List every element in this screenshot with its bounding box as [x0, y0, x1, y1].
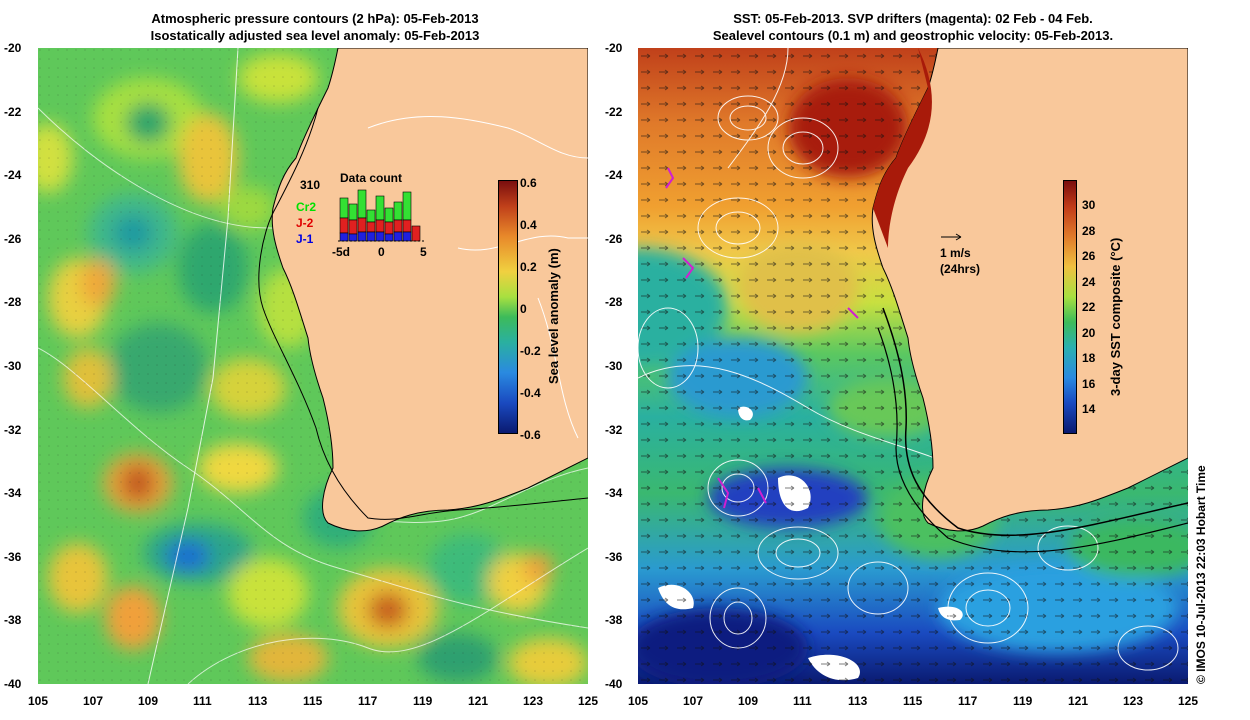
sst-colorbar-tick: 16 [1082, 376, 1096, 391]
lon-tick-left: 111 [193, 694, 212, 708]
velocity-scale-arrow-icon [941, 233, 962, 241]
lat-tick-left: -40 [4, 677, 22, 691]
lat-tick-right: -24 [605, 168, 623, 183]
sst-colorbar-label: 3-day SST composite (°C) [1108, 237, 1123, 396]
lat-tick-left: -36 [4, 549, 22, 564]
lat-tick-left: -20 [4, 41, 22, 55]
sst-colorbar-tick: 30 [1082, 198, 1096, 212]
lon-tick-left: 109 [138, 694, 159, 708]
lon-tick-right: 117 [958, 694, 978, 708]
lat-tick-right: -36 [605, 549, 623, 564]
lat-tick-left: -32 [4, 422, 22, 437]
inset-title: Data count [340, 171, 403, 185]
inset-legend-j1: J-1 [296, 232, 314, 246]
velocity-scale-sub: (24hrs) [940, 262, 981, 276]
lat-tick-right: -28 [605, 295, 623, 310]
lon-tick-left: 123 [523, 694, 544, 708]
lon-tick-right: 125 [1178, 694, 1199, 708]
lon-tick-right: 105 [628, 694, 649, 708]
lat-tick-left: -24 [4, 168, 22, 183]
left-title-line2: Isostatically adjusted sea level anomaly… [150, 28, 480, 43]
lat-tick-right: -20 [605, 41, 623, 55]
velocity-scale-label: 1 m/s [940, 246, 971, 260]
sea-level-colorbar-label: Sea level anomaly (m) [546, 248, 561, 384]
sst-colorbar-tick: 18 [1082, 351, 1096, 365]
right-title-line2: Sealevel contours (0.1 m) and geostrophi… [712, 28, 1114, 43]
sst-colorbar-tick: 22 [1082, 300, 1096, 314]
sst-colorbar-tick: 20 [1082, 325, 1096, 340]
inset-xtick-0: 0 [378, 245, 385, 259]
lon-tick-right: 111 [793, 694, 812, 708]
lon-tick-right: 113 [848, 694, 868, 708]
lat-tick-left: -26 [4, 231, 22, 246]
lon-tick-left: 125 [578, 694, 599, 708]
lat-tick-left: -38 [4, 613, 22, 628]
lon-tick-right: 109 [738, 694, 759, 708]
right-panel-title: SST: 05-Feb-2013. SVP drifters (magenta)… [638, 10, 1188, 44]
lat-tick-left: -28 [4, 295, 22, 310]
inset-xtick-5: 5 [420, 245, 427, 259]
sea-level-colorbar-tick: 0.4 [520, 218, 537, 232]
lat-tick-left: -22 [4, 104, 22, 119]
sea-level-colorbar [498, 180, 518, 434]
lon-tick-left: 105 [28, 694, 49, 708]
imos-credit: © IMOS 10-Jul-2013 22:03 Hobart Time [1194, 465, 1208, 684]
lat-tick-left: -30 [4, 359, 22, 373]
lon-tick-left: 119 [413, 694, 433, 708]
lon-tick-left: 117 [358, 694, 378, 708]
inset-max-label: 310 [300, 178, 321, 192]
lon-tick-left: 115 [303, 694, 323, 708]
inset-legend-j2: J-2 [296, 216, 314, 230]
sea-level-colorbar-tick: -0.6 [520, 428, 541, 442]
lon-tick-right: 121 [1068, 694, 1089, 708]
sea-level-colorbar-tick: 0 [520, 302, 527, 316]
lon-tick-right: 115 [903, 694, 923, 708]
inset-legend-cr2: Cr2 [296, 200, 317, 214]
data-count-inset: 310 Data count Cr2 J-2 J-1 -5d 0 5 [296, 168, 446, 268]
lat-tick-right: -34 [605, 486, 623, 501]
lat-tick-left: -34 [4, 486, 22, 501]
lon-tick-right: 123 [1123, 694, 1144, 708]
left-title-line1: Atmospheric pressure contours (2 hPa): 0… [151, 11, 479, 26]
lon-tick-left: 107 [83, 694, 104, 708]
lat-tick-right: -30 [605, 359, 623, 373]
data-count-bars [338, 189, 424, 242]
sst-colorbar-tick: 26 [1082, 249, 1096, 263]
sst-colorbar-tick: 24 [1082, 274, 1096, 289]
lon-tick-right: 119 [1013, 694, 1033, 708]
left-panel-title: Atmospheric pressure contours (2 hPa): 0… [40, 10, 590, 44]
sea-level-colorbar-tick: -0.4 [520, 386, 541, 400]
lat-tick-right: -32 [605, 422, 623, 437]
lon-tick-left: 121 [468, 694, 489, 708]
lat-tick-right: -22 [605, 104, 623, 119]
lat-tick-right: -38 [605, 613, 623, 628]
lat-tick-right: -26 [605, 231, 623, 246]
lon-tick-right: 107 [683, 694, 704, 708]
inset-xtick-neg5: -5d [332, 245, 350, 259]
sst-colorbar [1063, 180, 1077, 434]
lat-tick-right: -40 [605, 677, 623, 691]
sea-level-colorbar-tick: 0.2 [520, 260, 537, 274]
sst-colorbar-tick: 14 [1082, 402, 1096, 416]
sea-level-colorbar-tick: 0.6 [520, 176, 537, 190]
sea-level-anomaly-map [38, 48, 588, 684]
sst-map [638, 48, 1188, 684]
sst-colorbar-tick: 28 [1082, 223, 1096, 238]
sea-level-colorbar-tick: -0.2 [520, 344, 541, 358]
right-title-line1: SST: 05-Feb-2013. SVP drifters (magenta)… [733, 11, 1093, 26]
lon-tick-left: 113 [248, 694, 268, 708]
